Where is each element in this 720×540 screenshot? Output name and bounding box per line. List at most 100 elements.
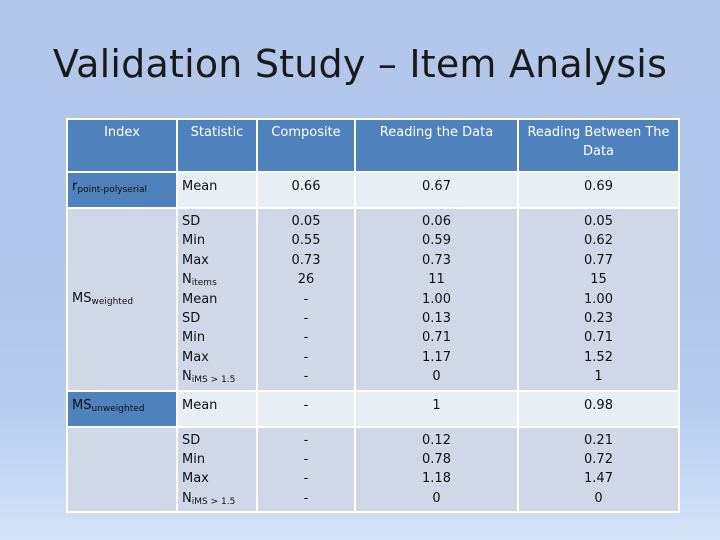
index-subscript: point-polyserial bbox=[77, 185, 148, 195]
statistic-label: SD bbox=[182, 212, 256, 231]
reading-value: 0.73 bbox=[422, 252, 451, 268]
reading-value: 0 bbox=[432, 369, 441, 385]
header-composite: Composite bbox=[256, 118, 356, 173]
between-value: 1 bbox=[594, 369, 603, 385]
statistic-main: SD bbox=[182, 214, 201, 229]
reading-value: 0.67 bbox=[422, 179, 451, 194]
composite-value: - bbox=[303, 451, 309, 467]
reading-value: 0.78 bbox=[422, 451, 451, 467]
statistic-label: Min bbox=[182, 231, 256, 250]
table-row: MSweighted SD Min Max Nitems Mean SD Min Max NiMS… bbox=[66, 207, 680, 392]
between-value: 1.00 bbox=[584, 291, 613, 307]
reading-value: 0.06 bbox=[422, 214, 451, 229]
table-row: rpoint-polyserial Mean 0.66 0.67 0.69 bbox=[66, 171, 680, 209]
statistic-main: SD bbox=[182, 432, 201, 448]
index-cell: MSweighted bbox=[66, 207, 178, 392]
statistic-label: Min bbox=[182, 328, 256, 347]
between-value: 0.62 bbox=[584, 233, 613, 249]
reading-value: 1.18 bbox=[422, 471, 451, 487]
composite-value: 0.66 bbox=[291, 179, 321, 194]
statistic-main: Mean bbox=[182, 291, 218, 307]
composite-value: - bbox=[303, 369, 309, 385]
reading-value: 1.00 bbox=[422, 291, 451, 307]
composite-value: 0.05 bbox=[291, 214, 321, 229]
index-subscript: unweighted bbox=[91, 403, 145, 414]
reading-cell: 0.67 bbox=[354, 171, 519, 209]
between-value: 15 bbox=[590, 272, 607, 288]
table-row: SD Min Max NiMS > 1.5 - - - - 0.12 0.78 1.18 0 0.21 0… bbox=[66, 425, 680, 514]
between-value: 1.52 bbox=[584, 349, 613, 365]
statistic-label: NiMS > 1.5 bbox=[182, 489, 256, 508]
statistic-cell: SD Min Max Nitems Mean SD Min Max NiMS > 1.5 bbox=[176, 207, 258, 392]
index-label: MS bbox=[72, 290, 92, 306]
statistic-main: N bbox=[182, 369, 192, 385]
statistic-label: NiMS > 1.5 bbox=[182, 367, 256, 386]
reading-value: 0.12 bbox=[422, 432, 451, 448]
statistic-label: Max bbox=[182, 251, 256, 270]
statistic-cell: Mean bbox=[176, 171, 258, 209]
statistic-main: Min bbox=[182, 233, 206, 249]
composite-value: - bbox=[303, 471, 309, 487]
statistic-subscript: iMS > 1.5 bbox=[191, 496, 236, 507]
statistic-main: Max bbox=[182, 252, 209, 268]
statistic-label: Max bbox=[182, 348, 256, 367]
reading-value: 0.13 bbox=[422, 310, 451, 326]
table-row: MSunweighted Mean - 1 0.98 bbox=[66, 389, 680, 428]
composite-value: - bbox=[303, 397, 309, 413]
between-cell: 0.69 bbox=[517, 171, 680, 209]
between-cell: 0.05 0.62 0.77 15 1.00 0.23 0.71 1.52 1 bbox=[517, 207, 680, 392]
index-cell: rpoint-polyserial bbox=[66, 171, 178, 209]
statistic-label: Mean bbox=[182, 396, 256, 415]
slide-title: Validation Study – Item Analysis bbox=[52, 42, 668, 86]
statistic-cell: Mean bbox=[176, 389, 258, 428]
index-label: MS bbox=[72, 397, 92, 413]
index-subscript: weighted bbox=[91, 296, 134, 307]
statistic-cell: SD Min Max NiMS > 1.5 bbox=[176, 425, 258, 514]
reading-value: 1 bbox=[432, 397, 441, 413]
composite-value: - bbox=[303, 330, 309, 346]
reading-value: 0.59 bbox=[422, 233, 451, 249]
statistic-main: Min bbox=[182, 451, 206, 467]
composite-value: - bbox=[303, 432, 309, 448]
composite-cell: 0.66 bbox=[256, 171, 356, 209]
header-reading-the-data: Reading the Data bbox=[354, 118, 519, 173]
reading-value: 11 bbox=[428, 272, 445, 288]
statistic-label: Mean bbox=[182, 177, 256, 196]
composite-cell: - bbox=[256, 389, 356, 428]
statistic-label: Max bbox=[182, 469, 256, 488]
statistic-main: Max bbox=[182, 471, 209, 487]
statistic-label: Min bbox=[182, 450, 256, 469]
index-label: r bbox=[72, 179, 78, 194]
reading-value: 0.71 bbox=[422, 330, 451, 346]
statistic-label: Nitems bbox=[182, 270, 256, 289]
composite-value: - bbox=[303, 291, 309, 307]
composite-value: 26 bbox=[297, 272, 315, 288]
between-value: 0.23 bbox=[584, 310, 613, 326]
composite-value: 0.55 bbox=[291, 233, 321, 249]
statistic-main: Min bbox=[182, 330, 206, 346]
header-index: Index bbox=[66, 118, 178, 173]
composite-cell: 0.05 0.55 0.73 26 - - - - - bbox=[256, 207, 356, 392]
between-cell: 0.98 bbox=[517, 389, 680, 428]
composite-value: - bbox=[303, 490, 309, 506]
statistic-main: N bbox=[182, 490, 192, 506]
header-reading-between-the-data: Reading Between The Data bbox=[517, 118, 680, 173]
between-value: 0.77 bbox=[584, 252, 613, 268]
composite-value: - bbox=[303, 310, 309, 326]
between-value: 0.05 bbox=[584, 214, 613, 229]
statistic-subscript: iMS > 1.5 bbox=[191, 375, 236, 386]
reading-cell: 0.12 0.78 1.18 0 bbox=[354, 425, 519, 514]
composite-value: - bbox=[303, 349, 309, 365]
statistic-main: Max bbox=[182, 349, 209, 365]
reading-cell: 0.06 0.59 0.73 11 1.00 0.13 0.71 1.17 0 bbox=[354, 207, 519, 392]
index-cell bbox=[66, 425, 178, 514]
header-row: Index Statistic Composite Reading the Da… bbox=[66, 118, 680, 173]
reading-value: 0 bbox=[432, 490, 441, 506]
between-value: 0.21 bbox=[584, 432, 613, 448]
statistic-main: SD bbox=[182, 310, 201, 326]
reading-value: 1.17 bbox=[422, 349, 451, 365]
between-value: 0 bbox=[594, 490, 603, 506]
between-value: 0.72 bbox=[584, 451, 613, 467]
statistic-label: Mean bbox=[182, 290, 256, 309]
composite-cell: - - - - bbox=[256, 425, 356, 514]
